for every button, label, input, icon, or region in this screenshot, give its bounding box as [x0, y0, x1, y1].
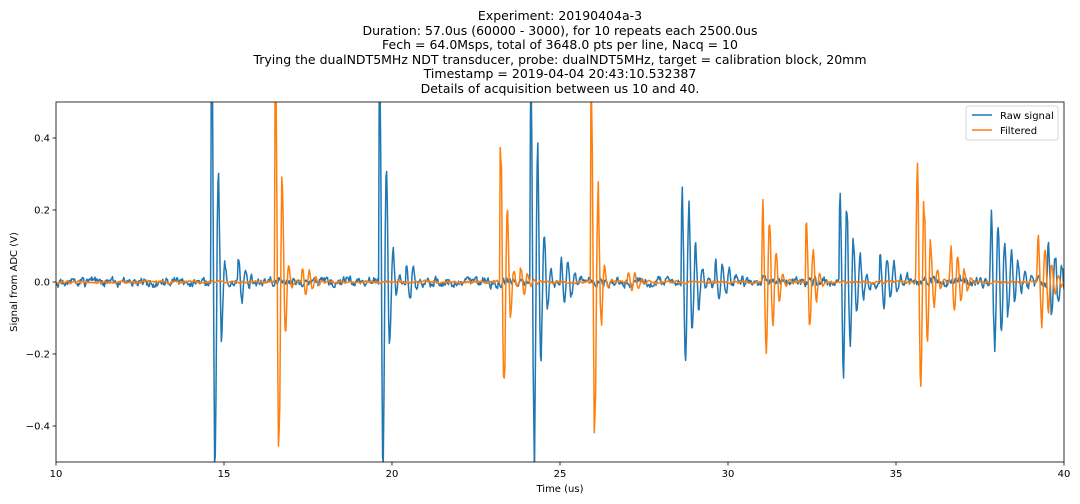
y-tick-label: −0.2	[26, 350, 50, 361]
title-line-transducer: Trying the dualNDT5MHz NDT transducer, p…	[253, 51, 867, 67]
x-axis: 10 15 20 25 30 35 40	[50, 462, 1071, 480]
legend-label-filtered: Filtered	[1000, 126, 1037, 137]
y-tick-label: −0.4	[26, 422, 50, 433]
title-line-experiment: Experiment: 20190404a-3	[477, 8, 643, 23]
x-tick-label: 40	[1058, 469, 1071, 480]
x-tick-label: 15	[218, 469, 231, 480]
y-tick-label: 0.4	[34, 134, 50, 145]
x-tick-label: 20	[386, 469, 399, 480]
title-line-duration: Duration: 57.0us (60000 - 3000), for 10 …	[362, 22, 758, 38]
x-tick-label: 35	[890, 469, 903, 480]
series-line-filtered	[56, 102, 1064, 447]
title-line-timestamp: Timestamp = 2019-04-04 20:43:10.532387	[423, 66, 697, 82]
legend-label-raw-signal: Raw signal	[1000, 111, 1054, 122]
y-tick-label: 0.2	[34, 206, 50, 217]
x-tick-label: 10	[50, 469, 63, 480]
chart-title: Experiment: 20190404a-3 Duration: 57.0us…	[0, 8, 1080, 97]
title-line-details: Details of acquisition between us 10 and…	[420, 80, 700, 96]
x-tick-label: 25	[554, 469, 567, 480]
y-axis: −0.4 −0.2 0.0 0.2 0.4	[26, 134, 56, 433]
title-line-sampling: Fech = 64.0Msps, total of 3648.0 pts per…	[382, 37, 738, 53]
y-tick-label: 0.0	[34, 278, 50, 289]
series-line-raw-signal	[56, 102, 1064, 462]
x-tick-label: 30	[722, 469, 735, 480]
y-axis-label: Signal from ADC (V)	[9, 232, 20, 332]
series-layer	[56, 102, 1064, 462]
legend: Raw signal Filtered	[965, 105, 1059, 141]
x-axis-label: Time (us)	[535, 484, 583, 495]
